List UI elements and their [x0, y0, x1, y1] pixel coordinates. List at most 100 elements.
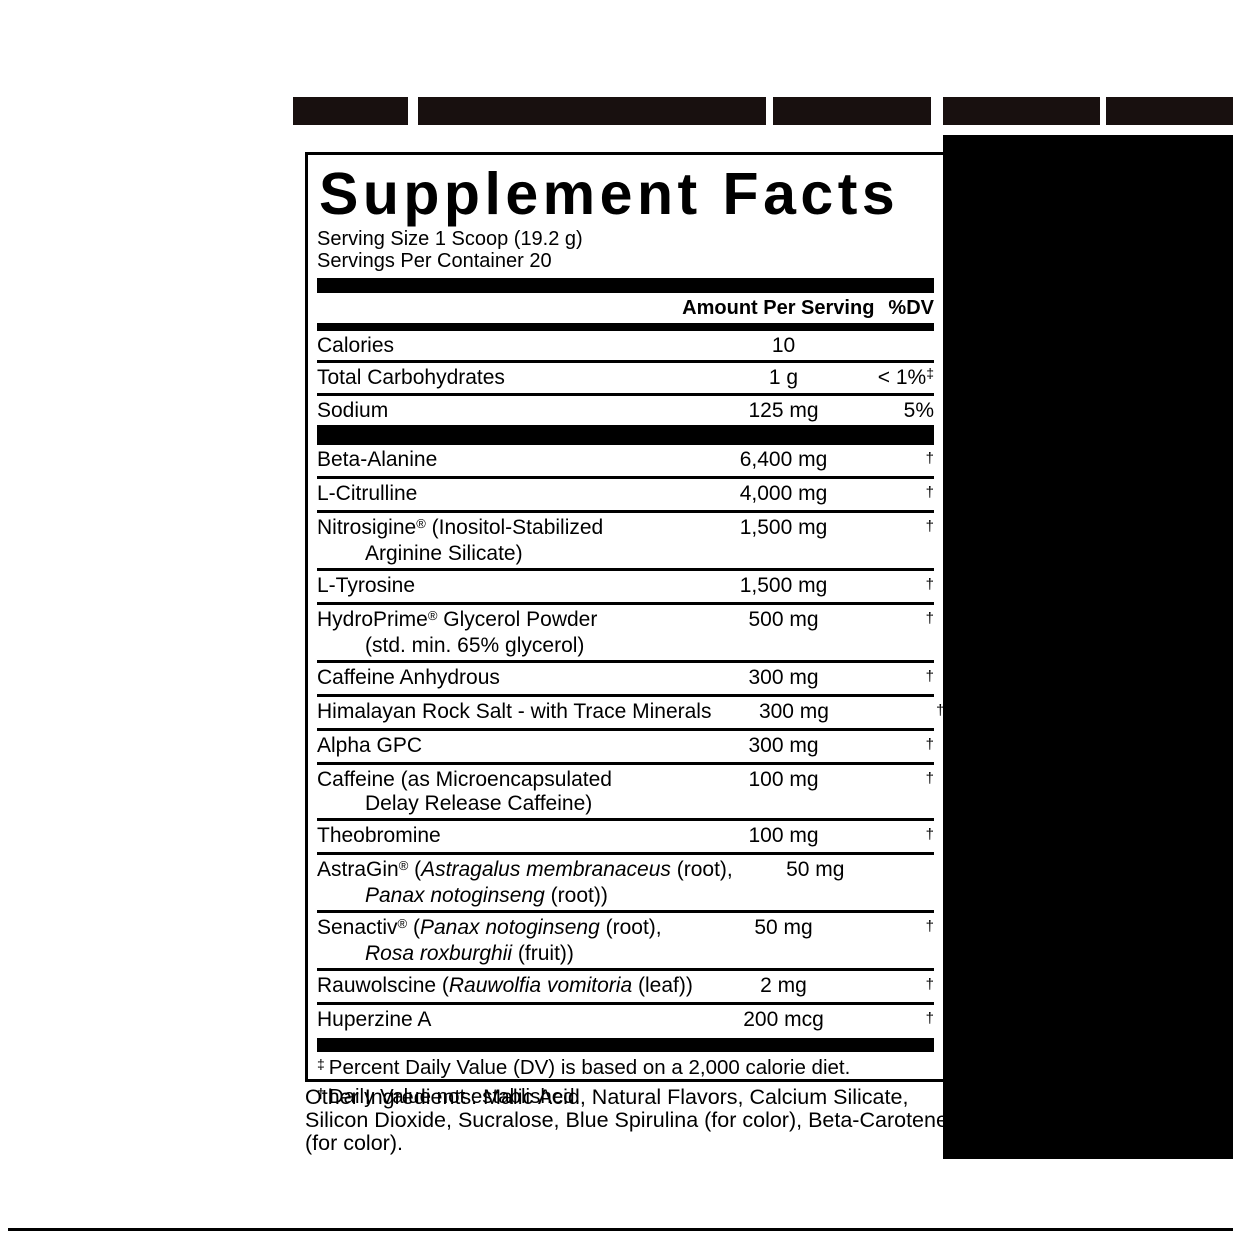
thin-thick-divider — [317, 323, 934, 331]
name-text: Delay Release Caffeine) — [365, 792, 593, 815]
ingredient-name-line1: Senactiv® (Panax notoginseng (root), — [317, 916, 701, 942]
ingredient-name-line1: HydroPrime® Glycerol Powder — [317, 608, 701, 634]
ingredient-amount: 100 mg — [748, 824, 819, 847]
ingredient-dv: † — [866, 734, 934, 760]
registered-mark: ® — [416, 516, 426, 531]
dagger-mark: † — [957, 860, 966, 877]
thick-divider — [317, 278, 934, 293]
nutrient-amount: 10 — [771, 334, 796, 357]
nutrient-dv: 5% — [866, 399, 934, 423]
nutrient-row: Calories 10 — [317, 331, 934, 363]
ingredient-name: Senactiv® (Panax notoginseng (root), Rosa… — [317, 916, 701, 966]
ingredient-name: Himalayan Rock Salt - with Trace Mineral… — [317, 700, 711, 726]
name-text: Huperzine A — [317, 1008, 432, 1031]
ingredient-amount: 300 mg — [758, 700, 829, 723]
ingredient-amount: 2 mg — [760, 974, 807, 997]
other-ingredients-line: Silicon Dioxide, Sucralose, Blue Spiruli… — [305, 1108, 948, 1132]
ingredient-name-line1: Rauwolscine (Rauwolfia vomitoria (leaf)) — [317, 974, 701, 998]
serving-size: Serving Size 1 Scoop (19.2 g) — [317, 228, 583, 250]
name-text: HydroPrime — [317, 608, 428, 631]
cropped-text-banner — [293, 97, 1233, 125]
banner-gap — [766, 97, 773, 125]
footnote-line: † Daily Value not established. — [317, 1085, 934, 1110]
name-text: (root)) — [544, 884, 608, 907]
name-text: Beta-Alanine — [317, 448, 438, 471]
dagger-mark: † — [925, 518, 934, 535]
ingredient-row: Himalayan Rock Salt - with Trace Mineral… — [317, 697, 944, 731]
banner-gap — [1100, 97, 1106, 125]
ingredient-name-line1: L-Citrulline — [317, 482, 701, 506]
ingredient-name-line1: L-Tyrosine — [317, 574, 701, 598]
registered-mark: ® — [427, 608, 438, 623]
ingredient-row: L-Tyrosine 1,500 mg † — [317, 571, 934, 605]
nutrient-section: Calories 10 Total Carbohydrates 1 g < 1%‡ Sod… — [317, 331, 934, 425]
name-text: (leaf)) — [632, 974, 693, 997]
name-text: Caffeine Anhydrous — [317, 666, 500, 689]
name-text: Glycerol Powder — [437, 608, 598, 631]
ingredient-amount: 100 mg — [748, 768, 819, 791]
nutrient-row: Sodium 125 mg 5% — [317, 396, 934, 425]
ingredient-name: Caffeine Anhydrous — [317, 666, 701, 692]
footnote-text: Percent Daily Value (DV) is based on a 2… — [328, 1056, 851, 1079]
name-text: Panax notoginseng — [419, 916, 600, 939]
nutrient-name: Sodium — [317, 399, 389, 422]
panel-title: Supplement Facts — [319, 161, 900, 227]
dagger-mark: † — [936, 702, 945, 719]
name-text: AstraGin — [317, 858, 399, 881]
dagger-mark: † — [925, 610, 934, 627]
ingredient-name-line1: Huperzine A — [317, 1008, 701, 1032]
ingredient-name-line2: Delay Release Caffeine) — [365, 792, 701, 816]
ingredient-dv: † — [866, 608, 934, 658]
dagger-mark: † — [925, 918, 934, 935]
ingredient-name-line1: Himalayan Rock Salt - with Trace Mineral… — [317, 700, 711, 724]
nutrient-row: Total Carbohydrates 1 g < 1%‡ — [317, 363, 934, 396]
ingredient-name-line1: Caffeine Anhydrous — [317, 666, 701, 690]
name-text: Theobromine — [317, 824, 441, 847]
ingredient-dv: † — [866, 916, 934, 966]
dagger-mark: † — [925, 668, 934, 685]
name-text: Panax notoginseng — [365, 884, 545, 907]
ingredient-dv: † — [866, 666, 934, 692]
ingredient-name-line2: (std. min. 65% glycerol) — [365, 634, 701, 658]
name-text: ( — [407, 916, 420, 939]
dagger-mark: † — [925, 450, 934, 467]
thick-divider — [317, 425, 934, 445]
nutrient-name: Total Carbohydrates — [317, 366, 505, 389]
ingredient-amount: 6,400 mg — [739, 448, 828, 471]
ingredient-row: Rauwolscine (Rauwolfia vomitoria (leaf))… — [317, 971, 934, 1005]
dagger-mark: † — [925, 826, 934, 843]
ingredient-name: Caffeine (as Microencapsulated Delay Rele… — [317, 768, 701, 816]
ingredient-name: AstraGin® (Astragalus membranaceus (root… — [317, 858, 733, 908]
nutrient-dv: < 1%‡ — [866, 365, 934, 391]
ingredient-name-line2: Arginine Silicate) — [365, 542, 701, 566]
ingredient-amount: 500 mg — [748, 608, 819, 631]
dagger-mark: † — [925, 736, 934, 753]
ingredient-row: Beta-Alanine 6,400 mg † — [317, 445, 934, 479]
ingredient-dv: † — [866, 824, 934, 850]
dagger-mark: † — [925, 576, 934, 593]
name-text: L-Tyrosine — [317, 574, 416, 597]
ingredient-name: Rauwolscine (Rauwolfia vomitoria (leaf)) — [317, 974, 701, 1000]
ingredient-name: Huperzine A — [317, 1008, 701, 1034]
name-text: (std. min. 65% glycerol) — [365, 634, 585, 657]
ingredient-row: Caffeine (as Microencapsulated Delay Rele… — [317, 765, 934, 821]
registered-mark: ® — [397, 916, 408, 931]
name-text: Himalayan Rock Salt - with Trace Mineral… — [317, 700, 712, 723]
footnote-text: Daily Value not established. — [328, 1085, 581, 1108]
other-ingredients-line: Other Ingredients: Malic Acid, Natural F… — [305, 1085, 909, 1109]
name-text: ( — [408, 858, 422, 881]
ingredient-amount: 1,500 mg — [739, 574, 828, 597]
name-text: (fruit)) — [512, 942, 574, 965]
ingredient-dv: † — [876, 700, 944, 726]
nutrient-name: Calories — [317, 334, 395, 357]
bottom-rule — [8, 1228, 1233, 1231]
dv-value: 5% — [903, 399, 934, 422]
ingredient-name-line1: AstraGin® (Astragalus membranaceus (root… — [317, 858, 733, 884]
ingredient-row: Caffeine Anhydrous 300 mg † — [317, 663, 934, 697]
dv-header: %DV — [888, 297, 934, 319]
banner-gap — [408, 97, 418, 125]
ingredient-row: Nitrosigine® (Inositol-Stabilized Arginin… — [317, 513, 934, 571]
ingredient-row: Alpha GPC 300 mg † — [317, 731, 934, 765]
name-text: Nitrosigine — [317, 516, 417, 539]
